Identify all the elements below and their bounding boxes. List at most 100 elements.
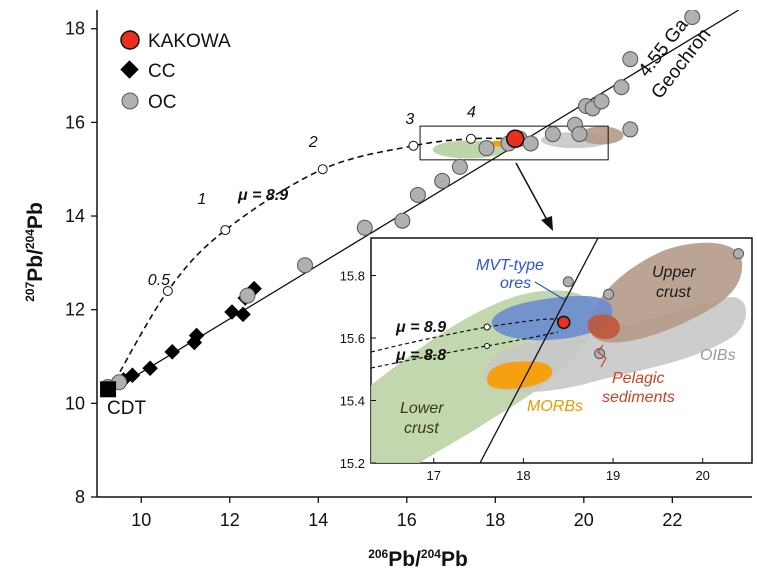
oc-point bbox=[356, 219, 373, 236]
model-age-markers bbox=[162, 133, 476, 296]
cc-point bbox=[164, 344, 181, 360]
geochron-line bbox=[105, 10, 740, 395]
y-tick-label: 8 bbox=[75, 487, 85, 507]
inset-y-tick-label: 15.6 bbox=[340, 331, 365, 346]
inset-panel: μ = 8.9 μ = 8.8 17 18 19 20 15.2 15.4 15.6 15.8… bbox=[340, 237, 753, 484]
x-axis-label: 206Pb/204Pb bbox=[368, 547, 468, 571]
model-age-label: 0.5 bbox=[148, 272, 170, 289]
inset-mu-88-curve bbox=[371, 331, 559, 369]
main-region-upper-crust bbox=[579, 126, 624, 145]
lower-crust-label-1: Lower bbox=[400, 400, 444, 417]
inset-y-tick-label: 15.8 bbox=[340, 269, 365, 284]
cc-point bbox=[224, 304, 240, 320]
inset-plot-area bbox=[371, 238, 747, 463]
model-age-label: 4 bbox=[467, 104, 476, 121]
region-upper-crust bbox=[589, 242, 743, 343]
oc-point bbox=[451, 158, 468, 175]
inset-ticks: 17 18 19 20 15.2 15.4 15.6 15.8 bbox=[340, 269, 710, 484]
x-tick-label: 12 bbox=[220, 510, 240, 530]
legend-kakowa-label: KAKOWA bbox=[148, 31, 231, 52]
pelagic-leader bbox=[597, 344, 607, 368]
y-tick-label: 18 bbox=[65, 19, 85, 39]
oc-point bbox=[593, 93, 610, 110]
main-plot-area bbox=[100, 10, 740, 398]
oc-point bbox=[544, 126, 561, 143]
region-pelagic-sediments bbox=[587, 314, 620, 340]
model-age-labels: 0.5 1 2 3 4 bbox=[148, 104, 476, 289]
inset-regions bbox=[371, 242, 747, 463]
x-tick-label: 22 bbox=[662, 510, 682, 530]
inset-mu-88-age-marker bbox=[484, 343, 490, 349]
oc-point bbox=[622, 51, 639, 68]
inset-y-tick-label: 15.4 bbox=[340, 394, 365, 409]
model-age-label: 3 bbox=[405, 111, 414, 128]
model-age-marker bbox=[408, 140, 419, 151]
cc-point bbox=[142, 360, 158, 377]
oc-point bbox=[684, 10, 701, 26]
inset-mu-89-label: μ = 8.9 bbox=[395, 319, 446, 336]
y-tick-label: 10 bbox=[65, 393, 85, 413]
lower-crust-label-2: crust bbox=[404, 420, 439, 437]
x-tick-label: 20 bbox=[574, 510, 594, 530]
model-age-marker bbox=[465, 133, 476, 144]
model-age-marker bbox=[162, 285, 173, 296]
inset-y-tick-label: 15.2 bbox=[340, 456, 365, 471]
x-tick-label: 14 bbox=[308, 510, 328, 530]
legend: KAKOWA CC OC bbox=[120, 30, 231, 113]
mvt-leader bbox=[534, 281, 566, 301]
zoom-arrow bbox=[515, 162, 553, 231]
inset-x-tick-label: 17 bbox=[427, 468, 441, 483]
inset-oc-point bbox=[562, 276, 574, 288]
mu-label: μ = 8.9 bbox=[237, 187, 288, 204]
inset-x-tick-label: 19 bbox=[606, 468, 620, 483]
kakowa-point bbox=[505, 129, 525, 149]
inset-oc-point bbox=[603, 288, 615, 300]
region-mvt-ores bbox=[491, 295, 613, 341]
cdt-label: CDT bbox=[107, 398, 146, 419]
legend-oc-label: OC bbox=[148, 92, 177, 113]
inset-x-tick-label: 18 bbox=[516, 468, 530, 483]
oc-point bbox=[622, 121, 639, 138]
oc-point bbox=[409, 186, 426, 203]
legend-oc-marker bbox=[121, 92, 139, 110]
y-tick-label: 16 bbox=[65, 112, 85, 132]
inset-mu-89-age-marker bbox=[483, 323, 491, 331]
mvt-label-1: MVT-type bbox=[476, 257, 544, 274]
mvt-label-2: ores bbox=[500, 275, 531, 292]
oc-point bbox=[522, 135, 539, 152]
oc-point bbox=[239, 287, 256, 304]
legend-kakowa-marker bbox=[120, 30, 140, 50]
oibs-label: OIBs bbox=[700, 347, 736, 364]
model-age-marker bbox=[220, 225, 231, 236]
inset-kakowa-point bbox=[556, 315, 571, 330]
model-age-label: 2 bbox=[308, 134, 318, 151]
pelagic-label-1: Pelagic bbox=[612, 370, 664, 387]
oc-point bbox=[571, 126, 588, 143]
legend-cc-label: CC bbox=[148, 61, 175, 82]
legend-cc-marker bbox=[120, 60, 139, 79]
model-age-label: 1 bbox=[197, 191, 206, 208]
inset-x-tick-label: 20 bbox=[695, 468, 709, 483]
model-age-marker bbox=[317, 164, 328, 175]
inset-oc-point bbox=[733, 248, 745, 260]
x-tick-label: 18 bbox=[485, 510, 505, 530]
oc-point bbox=[394, 212, 411, 229]
inset-mu-89-curve bbox=[371, 318, 561, 353]
oc-point bbox=[297, 257, 314, 274]
oc-point bbox=[434, 172, 451, 189]
cc-point bbox=[188, 327, 205, 344]
inset-geochron-line bbox=[479, 238, 599, 463]
oc-point bbox=[478, 140, 495, 157]
cc-point bbox=[235, 306, 251, 323]
upper-crust-label-2: crust bbox=[656, 284, 691, 301]
y-tick-label: 14 bbox=[65, 206, 85, 226]
oc-point bbox=[613, 79, 630, 96]
pelagic-label-2: sediments bbox=[602, 389, 675, 406]
morbs-label: MORBs bbox=[527, 398, 583, 415]
zoom-box bbox=[419, 125, 609, 161]
y-axis-label: 207Pb/204Pb bbox=[23, 202, 47, 302]
x-tick-label: 10 bbox=[131, 510, 151, 530]
cdt-marker bbox=[100, 381, 117, 398]
